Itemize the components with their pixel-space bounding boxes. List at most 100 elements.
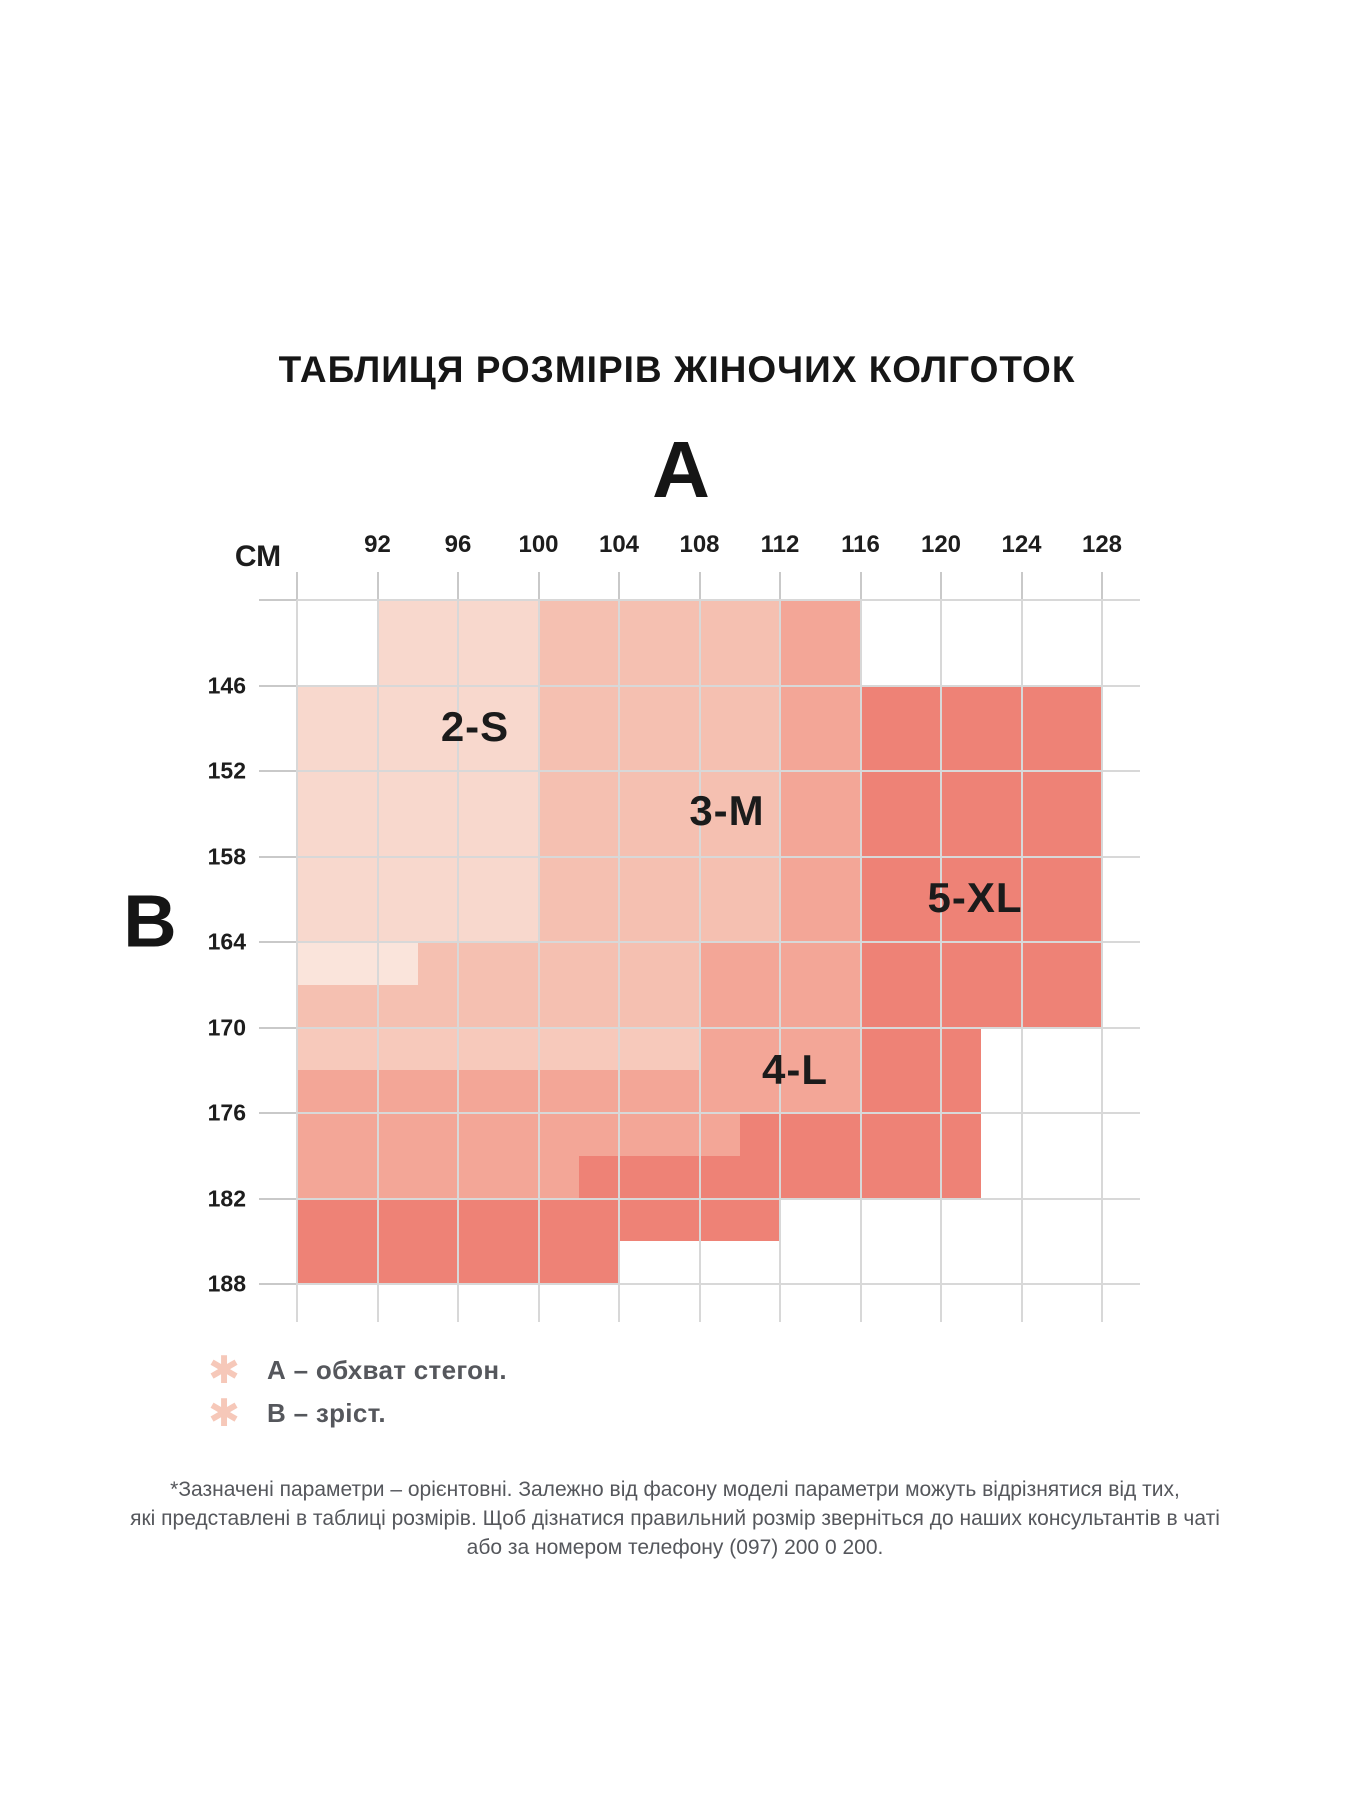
footnote: *Зазначені параметри – орієнтовні. Залеж… xyxy=(0,1475,1350,1562)
gridline-vertical xyxy=(940,600,942,1322)
size-cell-3m xyxy=(538,685,780,729)
gridline-vertical xyxy=(457,600,459,1322)
gridlines xyxy=(296,599,1140,1322)
size-cell-5xl xyxy=(860,728,1102,771)
gridline-horizontal xyxy=(297,1197,1140,1200)
gridline-horizontal xyxy=(297,1112,1140,1114)
hip-tick-label: 108 xyxy=(679,531,720,558)
gridline-vertical xyxy=(698,600,701,1322)
hip-tick-label: 112 xyxy=(760,531,800,558)
size-cell-4l xyxy=(780,685,861,729)
gridline-horizontal xyxy=(297,1283,1140,1285)
size-cell-3m xyxy=(538,600,780,643)
size-cell-4l xyxy=(780,600,861,643)
gridline-vertical xyxy=(1101,600,1103,1322)
size-cell-4l xyxy=(780,771,861,814)
asterisk-icon: ✱ xyxy=(208,1392,240,1435)
size-region-label-4l: 4-L xyxy=(762,1046,828,1093)
size-cell-2s xyxy=(297,685,539,729)
size-cell-3m xyxy=(538,771,780,814)
hip-axis-tick xyxy=(296,572,298,600)
gridline-vertical xyxy=(859,600,862,1322)
axis-a-label: А xyxy=(652,425,710,514)
height-axis-tick xyxy=(259,599,297,601)
height-axis-tick xyxy=(259,770,297,772)
hip-axis-tick xyxy=(698,572,701,600)
height-axis-tick xyxy=(259,684,297,687)
height-axis-tick xyxy=(259,1283,297,1285)
page-title: ТАБЛИЦЯ РОЗМІРІВ ЖІНОЧИХ КОЛГОТОК xyxy=(278,348,1076,390)
legend-text-a: А – обхват стегон. xyxy=(267,1355,507,1385)
hip-axis-tick xyxy=(779,572,781,600)
height-axis-tick xyxy=(259,1026,297,1029)
size-region-label-3m: 3-M xyxy=(689,787,765,834)
size-region-label-2s: 2-S xyxy=(440,703,510,750)
size-cell-2s xyxy=(297,771,539,814)
hip-tick-label: 104 xyxy=(598,531,640,558)
gridline-vertical xyxy=(779,600,781,1322)
size-cell-4l xyxy=(780,856,861,900)
gridline-vertical xyxy=(537,600,540,1322)
size-cell-3m xyxy=(538,642,780,686)
height-tick-label: 182 xyxy=(207,1185,246,1211)
legend-item-a: ✱ А – обхват стегон. xyxy=(205,1349,507,1392)
size-cell-3m xyxy=(538,856,780,900)
height-tick-label: 152 xyxy=(207,757,246,784)
height-axis-tick xyxy=(259,941,297,943)
hip-axis-tick xyxy=(1020,572,1023,600)
footnote-line: або за номером телефону (097) 200 0 200. xyxy=(466,1536,884,1559)
hip-tick-label: 96 xyxy=(444,531,472,558)
size-cell-3m xyxy=(538,728,780,771)
legend-text-b: В – зріст. xyxy=(267,1398,386,1428)
gridline-vertical xyxy=(1020,600,1023,1322)
size-grid: 2-S 3-M 4-L 5-XL xyxy=(296,599,1140,1322)
height-tick-label: 188 xyxy=(207,1270,246,1297)
gridline-vertical xyxy=(376,600,379,1322)
gridline-horizontal xyxy=(297,855,1140,858)
size-region-label-5xl: 5-XL xyxy=(927,874,1023,921)
gridline-horizontal xyxy=(297,684,1140,687)
gridline-vertical xyxy=(618,600,620,1322)
hip-axis-tick xyxy=(376,572,379,600)
height-tick-label: 158 xyxy=(207,843,246,869)
hip-tick-label: 116 xyxy=(841,531,880,558)
legend-item-b: ✱ В – зріст. xyxy=(205,1392,507,1435)
gridline-horizontal xyxy=(297,770,1140,772)
size-cell-2s xyxy=(297,899,539,942)
size-cell-3m xyxy=(417,942,700,985)
size-cell-5xl xyxy=(860,685,1102,729)
height-axis-tick xyxy=(259,1197,297,1200)
axis-b-label: В xyxy=(123,879,177,963)
gridline-horizontal xyxy=(297,599,1140,601)
size-cell-4l xyxy=(297,1155,579,1199)
gridline-vertical xyxy=(296,600,298,1322)
asterisk-icon: ✱ xyxy=(208,1349,240,1392)
hip-axis-tick xyxy=(618,572,620,600)
hip-axis-tick xyxy=(1101,572,1103,600)
hip-tick-label: 100 xyxy=(518,531,559,558)
size-cell-5xl xyxy=(860,856,1102,900)
size-cell-3m xyxy=(538,813,780,857)
size-cell-5xl xyxy=(860,984,1102,1028)
height-tick-label: 176 xyxy=(207,1099,246,1126)
hip-tick-label: 92 xyxy=(364,531,391,558)
height-tick-label: 170 xyxy=(207,1014,246,1040)
size-cell-5xl xyxy=(860,899,1102,942)
size-cell-5xl xyxy=(860,1027,982,1071)
height-axis-tick xyxy=(259,855,297,858)
size-cell-2s xyxy=(297,728,539,771)
hip-tick-label: 128 xyxy=(1081,531,1123,558)
hip-axis-tick xyxy=(457,572,459,600)
hip-axis-tick xyxy=(940,572,942,600)
size-cell-4l xyxy=(780,728,861,771)
gridline-horizontal xyxy=(297,941,1140,943)
size-cell-4l xyxy=(297,1070,861,1113)
unit-label: СМ xyxy=(234,540,282,573)
size-cell-5xl xyxy=(860,813,1102,857)
footnote-line: *Зазначені параметри – орієнтовні. Залеж… xyxy=(170,1478,1180,1501)
footnote-line: які представлені в таблиці розмірів. Щоб… xyxy=(130,1507,1220,1530)
size-cell-4l xyxy=(780,642,861,686)
size-cell-3m_light xyxy=(297,1027,700,1071)
size-cell-5xl xyxy=(860,942,1102,985)
size-cell-2s xyxy=(297,813,539,857)
